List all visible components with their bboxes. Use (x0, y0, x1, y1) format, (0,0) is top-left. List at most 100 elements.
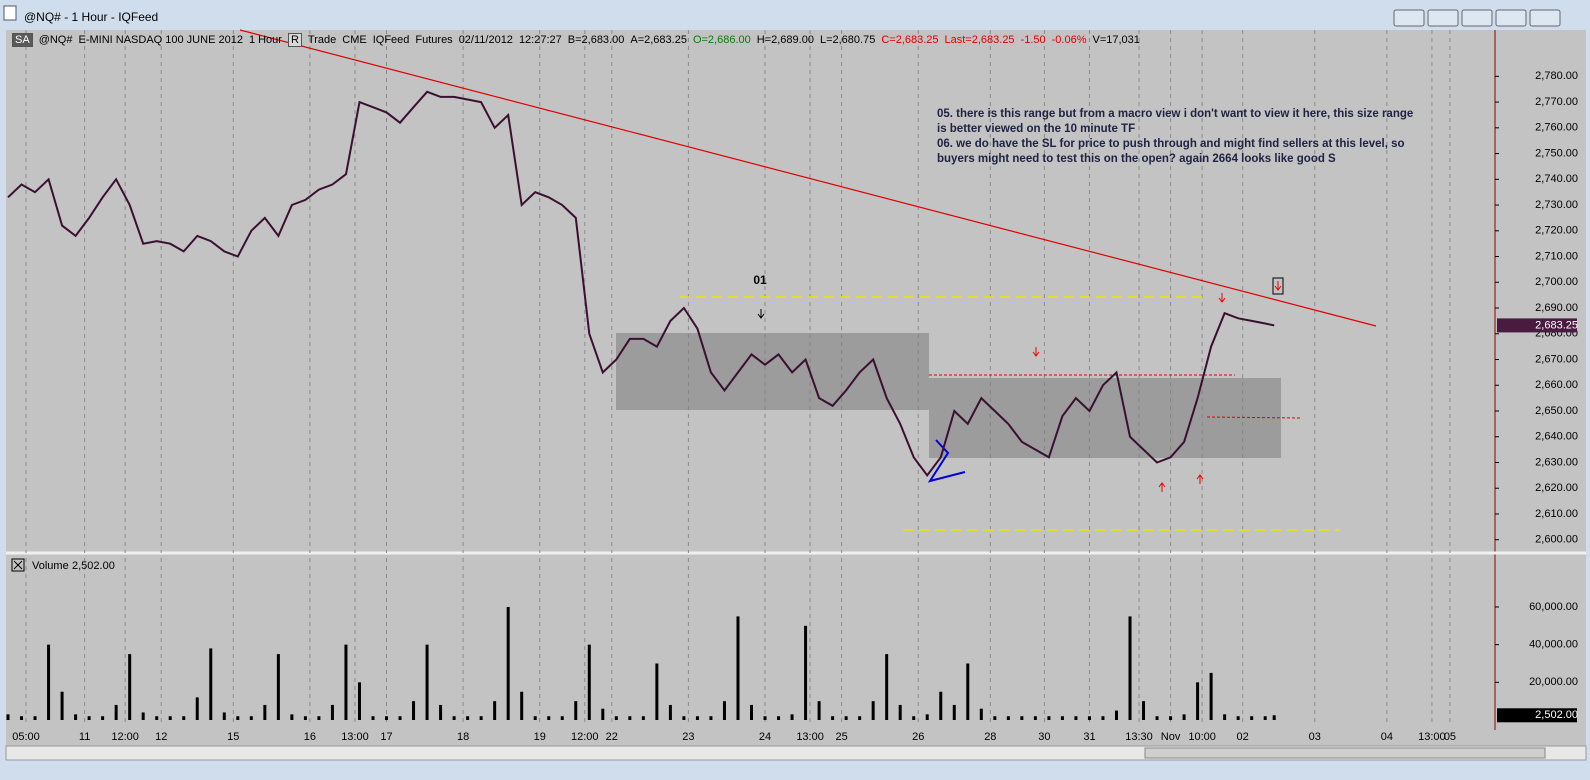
arrow (1218, 293, 1226, 303)
volume-bar (1087, 716, 1091, 720)
volume-bar (1142, 701, 1146, 720)
volume-bar (412, 701, 416, 720)
volume-bar (168, 716, 172, 720)
volume-bar (195, 697, 199, 720)
volume-bar (587, 644, 591, 720)
volume-bar (844, 716, 848, 720)
volume-bar (560, 716, 564, 720)
x-tick-label: 12 (155, 731, 167, 743)
volume-bar (33, 716, 37, 720)
volume-bar (871, 701, 875, 720)
volume-bar (1128, 616, 1132, 720)
annotation: 06. we do have the SL for price to push … (937, 138, 1405, 150)
r-button[interactable]: R (287, 33, 302, 47)
x-tick-label: 26 (912, 731, 924, 743)
volume-bar (74, 714, 78, 720)
y-tick-label: 2,760.00 (1535, 122, 1578, 134)
volume-bar (547, 716, 551, 720)
window-icon (3, 5, 17, 21)
volume-bar (1155, 716, 1159, 720)
y-tick-label: 2,610.00 (1535, 508, 1578, 520)
x-tick-label: 04 (1381, 731, 1393, 743)
y-tick-label: 2,750.00 (1535, 147, 1578, 159)
field: CME (342, 34, 367, 46)
y-tick-label: 20,000.00 (1529, 676, 1578, 688)
volume-bar (276, 654, 280, 720)
button[interactable] (1461, 9, 1493, 27)
volume-bar (60, 691, 64, 720)
volume-bar (790, 714, 794, 720)
field: B=2,683.00 (567, 34, 625, 46)
field: IQFeed (372, 34, 410, 46)
x-tick-label: 05 (1444, 731, 1456, 743)
volume-bar (709, 716, 713, 720)
y-tick-label: 2,600.00 (1535, 534, 1578, 546)
volume-bar (1196, 682, 1200, 720)
volume-bar (114, 704, 118, 720)
plot: 05:00 11 12:00 12 15 16 13:00 17 18 19 12:00 22 23 24… (6, 70, 1578, 743)
volume-bar (520, 691, 524, 720)
y-tick-label: 40,000.00 (1529, 639, 1578, 651)
volume-bar (952, 704, 956, 720)
button[interactable] (1529, 9, 1561, 27)
y-tick-label: 2,700.00 (1535, 276, 1578, 288)
last-value-label: 2,502.00 (1535, 709, 1578, 721)
arrow (1158, 482, 1166, 492)
volume-bar (371, 716, 375, 720)
x-tick-label: 13:00 (796, 731, 824, 743)
volume-bar (1047, 716, 1051, 720)
y-tick-label: 2,770.00 (1535, 96, 1578, 108)
y-tick-label: 2,630.00 (1535, 456, 1578, 468)
window-title: @NQ# - 1 Hour - IQFeed (24, 10, 158, 24)
volume-bar (1060, 716, 1064, 720)
volume-bar (641, 716, 645, 720)
field: Trade (307, 34, 337, 46)
button[interactable] (1393, 9, 1425, 27)
volume-bar (979, 708, 983, 720)
volume-bar (1209, 672, 1213, 720)
x-tick-label: 24 (759, 731, 771, 743)
volume-bar (493, 701, 497, 720)
volume-bar (357, 682, 361, 720)
button[interactable] (1427, 9, 1459, 27)
last-value-tag (1497, 318, 1577, 333)
volume-bar (1006, 716, 1010, 720)
drawings (239, 29, 1377, 531)
volume-bar (750, 704, 753, 720)
x-tick-label: 31 (1083, 731, 1095, 743)
y-tick-label: 2,640.00 (1535, 431, 1578, 443)
volume-bar (966, 663, 970, 720)
symbol-box[interactable]: SA (12, 33, 33, 47)
volume-bar (330, 704, 334, 720)
volume-bar (1272, 715, 1276, 720)
button[interactable] (1495, 9, 1527, 27)
x-tick-label: 02 (1237, 731, 1249, 743)
volume-bar (466, 716, 470, 720)
x-tick-label: 10:00 (1188, 731, 1216, 743)
volume-bar (209, 648, 213, 720)
x-tick-label: 19 (534, 731, 546, 743)
x-tick-label: 25 (835, 731, 847, 743)
scroll-thumb[interactable] (1144, 747, 1546, 759)
volume-bar (303, 716, 307, 720)
arrow (1196, 474, 1204, 484)
x-tick-label: 17 (380, 731, 392, 743)
volume-bar (831, 716, 835, 720)
arrow (757, 309, 765, 319)
y-tick-label: 2,710.00 (1535, 250, 1578, 262)
close-panel[interactable] (11, 558, 25, 572)
y-tick-label: 2,780.00 (1535, 70, 1578, 82)
price-line (7, 90, 1275, 477)
volume-bar (993, 716, 997, 720)
volume-bar (317, 716, 321, 720)
volume-bar (6, 714, 10, 720)
volume-bar (452, 716, 456, 720)
x-tick-label: 11 (79, 731, 90, 743)
volume-bar (885, 654, 889, 720)
volume-bar (506, 606, 510, 720)
volume-bar (1250, 716, 1254, 720)
x-tick-label: 23 (682, 731, 694, 743)
toolbar: SA @NQ# E-MINI NASDAQ 100 JUNE 2012 1 Ho… (12, 33, 1140, 47)
